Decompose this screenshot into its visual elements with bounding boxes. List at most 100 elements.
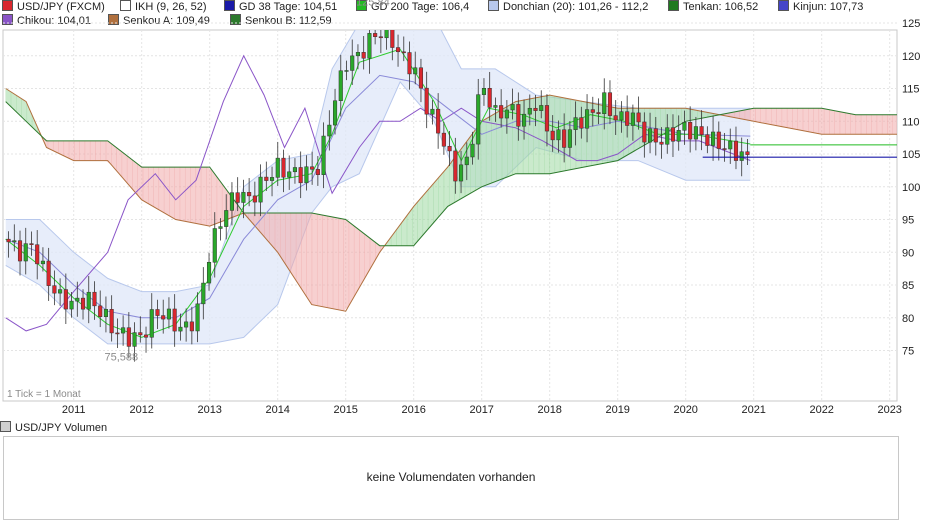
cloud-segment xyxy=(343,218,350,312)
cloud-segment xyxy=(295,212,302,290)
cloud-segment xyxy=(79,140,86,161)
candle-body xyxy=(579,117,584,129)
legend-row-2: Chikou: 104,01 Senkou A: 109,49 Senkou B… xyxy=(0,14,940,28)
legend-item-ikh[interactable]: IKH (9, 26, 52) xyxy=(120,0,207,14)
cloud-segment xyxy=(792,107,798,130)
cloud-segment xyxy=(876,114,883,135)
cloud-segment xyxy=(808,107,814,134)
candle-body xyxy=(161,315,166,320)
candle-body xyxy=(252,195,257,203)
cloud-segment xyxy=(829,109,835,135)
candle-body xyxy=(642,121,647,143)
candle-body xyxy=(481,87,487,95)
y-tick-label: 120 xyxy=(902,51,920,63)
candle-body xyxy=(693,126,698,140)
legend-item-donchian[interactable]: Donchian (20): 101,26 - 112,2 xyxy=(488,0,648,14)
candle-body xyxy=(178,326,183,332)
legend-item-senkou-a[interactable]: Senkou A: 109,49 xyxy=(108,14,210,28)
cloud-segment xyxy=(412,201,418,247)
x-tick-label: 2018 xyxy=(537,404,561,416)
cloud-segment xyxy=(200,166,207,226)
legend-item-gd38[interactable]: GD 38 Tage: 104,51 xyxy=(224,0,337,14)
cloud-segment xyxy=(338,217,344,312)
cloud-segment xyxy=(860,114,867,135)
cloud-segment xyxy=(422,189,429,236)
cloud-segment xyxy=(802,107,809,133)
candle-body xyxy=(92,291,97,307)
legend-swatch xyxy=(488,0,499,11)
cloud-segment xyxy=(100,140,107,161)
candle-body xyxy=(659,141,664,145)
cloud-segment xyxy=(74,140,80,161)
cloud-segment xyxy=(881,114,888,135)
y-tick-label: 105 xyxy=(902,149,920,161)
cloud-segment xyxy=(211,169,218,226)
cloud-segment xyxy=(823,108,830,135)
legend-item-tenkan[interactable]: Tenkan: 106,52 xyxy=(668,0,758,14)
candle-body xyxy=(384,30,389,39)
y-tick-label: 95 xyxy=(902,215,914,227)
cloud-segment xyxy=(306,212,313,306)
x-tick-label: 2013 xyxy=(197,404,221,416)
cloud-segment xyxy=(137,163,144,202)
x-tick-label: 2011 xyxy=(62,404,86,416)
candle-body xyxy=(344,70,349,72)
candle-body xyxy=(407,52,412,75)
volume-panel: keine Volumendaten vorhanden xyxy=(3,436,899,520)
legend-item-kinjun[interactable]: Kinjun: 107,73 xyxy=(778,0,863,14)
candle-body xyxy=(493,105,498,108)
legend-item-chikou[interactable]: Chikou: 104,01 xyxy=(2,14,91,28)
cloud-segment xyxy=(68,140,75,161)
candle-body xyxy=(745,151,750,155)
legend-label: GD 200 Tage: 106,4 xyxy=(371,1,470,13)
cloud-segment xyxy=(771,107,777,126)
candle-body xyxy=(625,111,630,126)
candle-body xyxy=(602,92,607,115)
candle-body xyxy=(327,124,332,137)
cloud-segment xyxy=(834,110,841,135)
candle-body xyxy=(550,130,555,141)
candle-body xyxy=(155,309,160,316)
candle-body xyxy=(29,243,34,245)
candle-body xyxy=(436,108,441,134)
x-tick-label: 2019 xyxy=(605,404,629,416)
cloud-segment xyxy=(216,176,223,224)
x-tick-label: 2015 xyxy=(333,404,357,416)
cloud-segment xyxy=(749,107,756,122)
price-chart[interactable]: 125,8475,5881301251201151101051009590858… xyxy=(0,0,940,420)
candle-body xyxy=(522,113,527,127)
candle-body xyxy=(613,115,618,121)
candle-body xyxy=(23,243,28,262)
candle-body xyxy=(585,109,590,129)
legend-item-senkou-b[interactable]: Senkou B: 112,59 xyxy=(230,14,332,28)
cloud-segment xyxy=(195,166,202,225)
legend-item-gd200[interactable]: GD 200 Tage: 106,4 xyxy=(356,0,469,14)
candle-body xyxy=(224,210,229,227)
legend-item-usdjpy[interactable]: USD/JPY (FXCM) xyxy=(2,0,105,14)
plot-content xyxy=(5,30,897,362)
candle-body xyxy=(229,192,234,211)
candle-body xyxy=(275,157,280,178)
chikou-line xyxy=(5,54,751,332)
candle-body xyxy=(676,130,681,142)
candle-body xyxy=(430,108,435,115)
senkou-b-line xyxy=(5,101,897,247)
candle-body xyxy=(390,30,395,48)
candle-body xyxy=(35,244,40,265)
candle-body xyxy=(143,334,149,338)
candle-body xyxy=(607,92,613,116)
candle-body xyxy=(241,192,246,203)
candle-body xyxy=(361,52,366,59)
cloud-segment xyxy=(744,108,751,121)
senkou-a-line xyxy=(5,88,897,312)
candle-body xyxy=(630,112,635,126)
candle-body xyxy=(6,238,11,243)
cloud-segment xyxy=(443,164,450,212)
legend-swatch xyxy=(2,0,13,11)
candle-body xyxy=(699,126,704,135)
legend-swatch xyxy=(108,14,119,25)
candle-body xyxy=(413,67,418,75)
candle-body xyxy=(739,151,744,161)
candle-body xyxy=(424,87,429,115)
cloud-segment xyxy=(348,221,355,307)
